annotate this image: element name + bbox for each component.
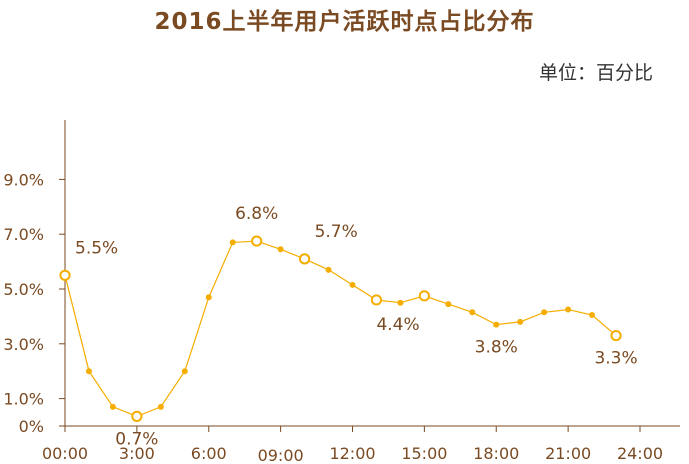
y-tick-label: 9.0% <box>3 170 44 189</box>
x-tick-label: 6:00 <box>191 444 227 463</box>
data-label: 3.3% <box>594 349 637 369</box>
data-label: 0.7% <box>115 429 158 449</box>
data-point-highlight <box>610 329 622 342</box>
data-point-highlight <box>298 253 311 265</box>
plot-area <box>59 235 622 423</box>
y-tick-label: 1.0% <box>3 390 44 409</box>
data-point <box>397 299 404 306</box>
data-point <box>157 403 164 410</box>
x-tick-label: 3:00 <box>119 444 155 463</box>
data-point <box>205 294 212 301</box>
axes <box>59 120 680 432</box>
data-point-highlight <box>251 235 263 247</box>
data-point <box>445 301 452 308</box>
x-tick-label: 18:00 <box>473 444 519 463</box>
data-point-highlight <box>59 269 71 281</box>
data-point <box>85 368 92 375</box>
x-tick-label: 24:00 <box>617 444 663 463</box>
data-point <box>469 309 476 316</box>
tick-labels: 0% 1.0% 3.0% 5.0% 7.0% 9.0% 00:00 3:00 6:00 09:00… <box>3 170 663 464</box>
x-tick-label: 21:00 <box>545 444 591 463</box>
x-tick-label: 12:00 <box>329 444 375 463</box>
data-point <box>277 246 284 253</box>
series-line <box>64 240 617 418</box>
data-label: 5.5% <box>75 238 118 258</box>
unit-label: 单位：百分比 <box>538 62 653 84</box>
data-point-highlight <box>370 294 383 306</box>
data-point <box>589 312 596 319</box>
y-tick-label: 5.0% <box>3 280 44 299</box>
data-point <box>181 368 188 375</box>
chart-title: 2016上半年用户活跃时点占比分布 <box>154 9 535 35</box>
data-label: 5.7% <box>315 222 358 242</box>
data-point <box>565 306 572 313</box>
y-tick-label: 3.0% <box>3 335 44 354</box>
data-point <box>493 321 500 328</box>
data-point-highlight <box>131 410 143 423</box>
data-point <box>325 266 332 273</box>
data-point <box>109 403 116 410</box>
y-tick-label: 7.0% <box>3 225 44 244</box>
data-label: 6.8% <box>235 204 278 224</box>
y-tick-label: 0% <box>19 417 44 436</box>
x-tick-label: 09:00 <box>258 446 304 464</box>
data-point <box>349 281 356 288</box>
data-point <box>229 239 236 246</box>
data-labels: 5.5% 0.7% 6.8% 5.7% 4.4% 3.8% 3.3% <box>75 204 638 449</box>
data-point <box>517 318 524 325</box>
data-label: 4.4% <box>376 315 419 335</box>
data-point-highlight <box>418 290 430 302</box>
x-tick-label: 00:00 <box>42 444 88 463</box>
data-label: 3.8% <box>475 338 518 358</box>
data-point <box>541 309 548 316</box>
x-tick-label: 15:00 <box>401 444 447 463</box>
